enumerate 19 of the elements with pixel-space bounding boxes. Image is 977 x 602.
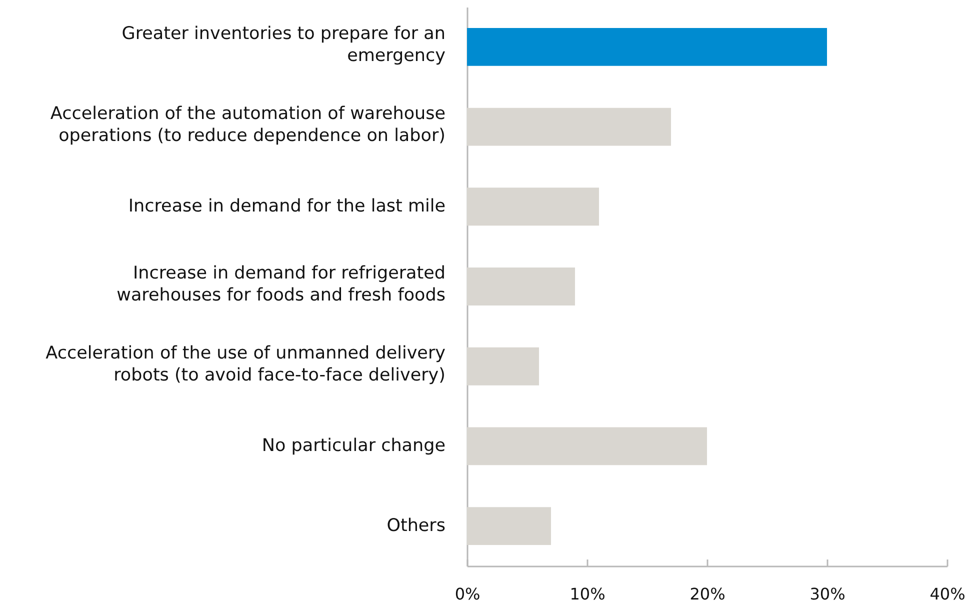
y-tick-label: Acceleration of the automation of warehouse operations (to reduce dependence on labor) — [50, 104, 446, 146]
y-tick-label: No particular change — [262, 436, 446, 456]
y-tick-label: Increase in demand for the last mile — [128, 196, 446, 217]
bar — [467, 347, 539, 386]
y-tick-label: Increase in demand for refrigerated warehouses for foods and fresh foods — [116, 264, 446, 306]
y-tick-label: Acceleration of the use of unmanned delivery robots (to avoid face-to-face delivery) — [46, 343, 446, 386]
bar — [467, 507, 551, 546]
x-tick-label: 40% — [930, 584, 966, 602]
bar — [467, 188, 599, 226]
bar — [467, 427, 707, 466]
x-tick-label: 0% — [454, 584, 480, 602]
y-tick-label: Greater inventories to prepare for an emergency — [122, 24, 446, 66]
bar — [467, 268, 575, 306]
x-tick-label: 10% — [570, 584, 606, 602]
bar — [467, 28, 827, 66]
y-tick-label: Others — [386, 516, 446, 536]
bar — [467, 108, 671, 146]
x-tick-label: 30% — [810, 584, 846, 602]
x-tick-label: 20% — [690, 584, 726, 602]
